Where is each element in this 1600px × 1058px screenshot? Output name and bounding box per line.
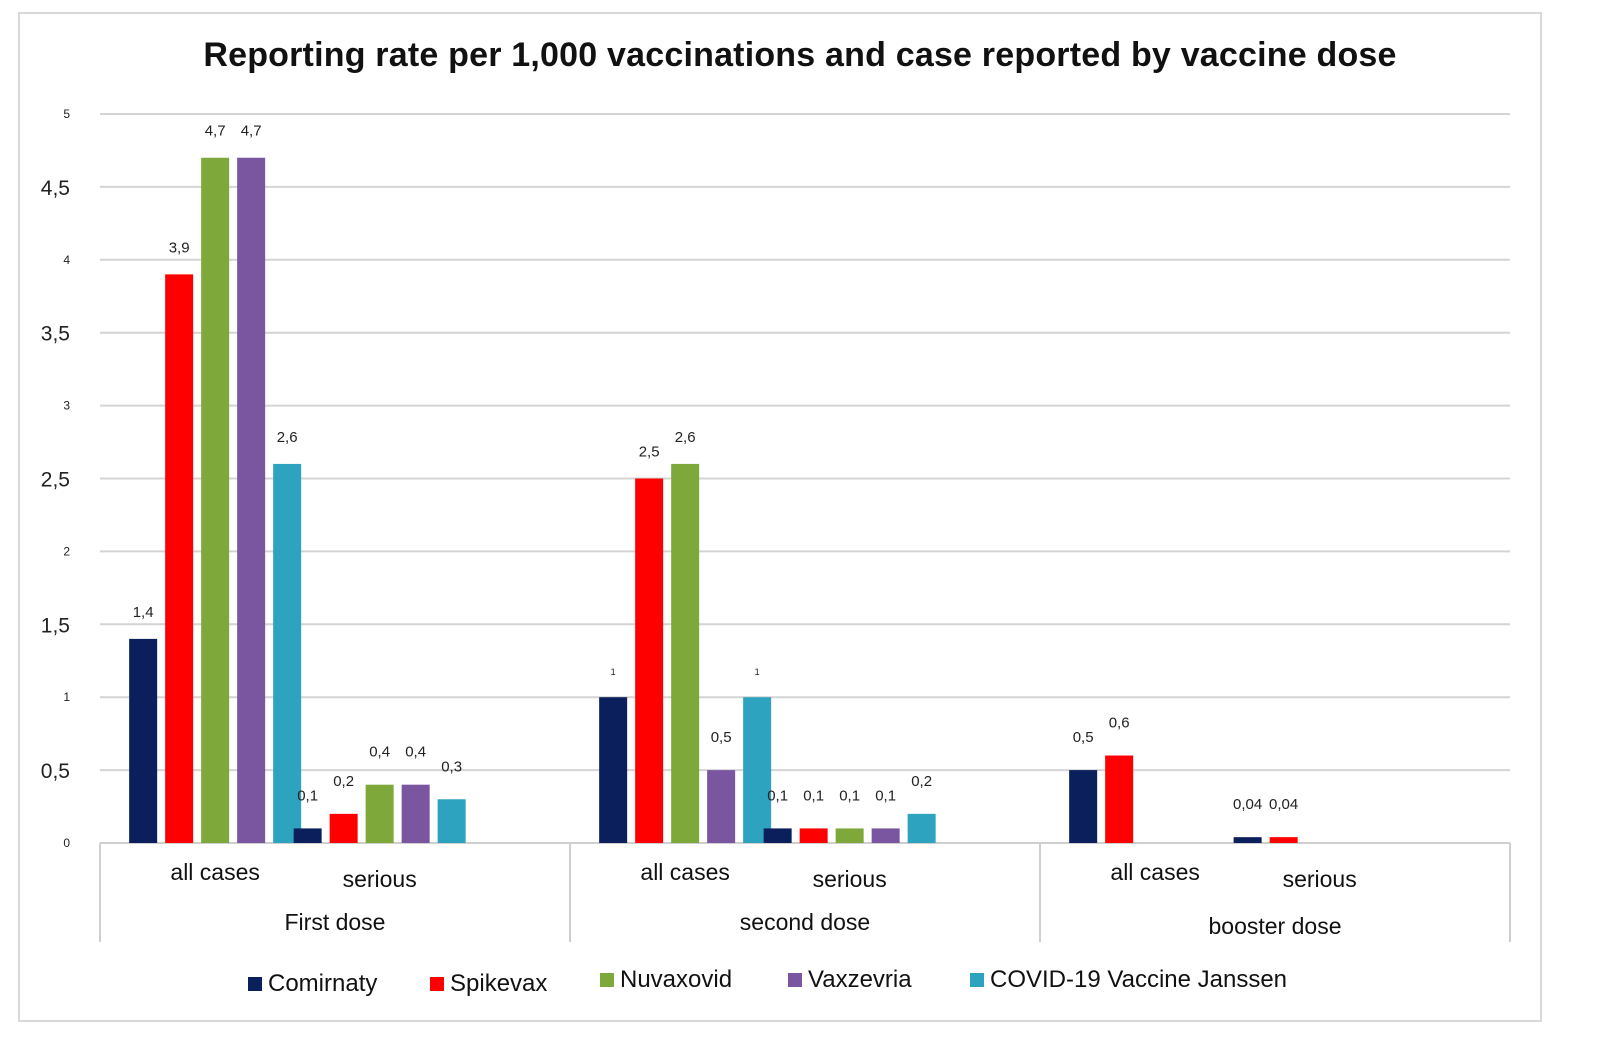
bar — [1069, 770, 1098, 843]
bar — [635, 478, 664, 843]
legend-item: Comirnaty — [248, 970, 377, 998]
bar — [273, 463, 302, 843]
bar — [707, 770, 736, 843]
y-tick-label: 0 — [63, 836, 70, 850]
data-label: 0,6 — [1109, 715, 1130, 732]
y-tick-label: 0,5 — [41, 760, 70, 783]
data-label: 0,1 — [767, 787, 788, 804]
data-label: 2,5 — [639, 444, 660, 461]
data-label: 0,4 — [405, 744, 426, 761]
data-label: 1 — [611, 667, 616, 677]
data-label: 0,1 — [839, 787, 860, 804]
bar — [401, 784, 430, 843]
bar — [165, 274, 194, 843]
legend-swatch — [970, 973, 984, 987]
data-label: 0,2 — [333, 773, 354, 790]
group-label: First dose — [285, 909, 386, 935]
data-label: 1,4 — [133, 604, 154, 621]
legend-label: Vaxzevria — [808, 966, 912, 993]
data-label: 2,6 — [675, 429, 696, 446]
bar — [437, 799, 466, 843]
bar — [799, 828, 828, 843]
y-tick-label: 5 — [63, 107, 70, 121]
bar — [365, 784, 394, 843]
data-label: 0,5 — [711, 729, 732, 746]
data-label: 4,7 — [205, 123, 226, 140]
bar — [201, 157, 230, 844]
data-label: 0,04 — [1269, 796, 1298, 813]
data-label: 0,04 — [1233, 796, 1262, 813]
y-tick-label: 1 — [63, 690, 70, 704]
bar — [237, 157, 266, 844]
y-tick-label: 2 — [63, 544, 70, 558]
data-label: 0,5 — [1073, 729, 1094, 746]
bar — [743, 697, 772, 843]
legend-label: Spikevax — [450, 970, 548, 997]
data-label: 1 — [755, 667, 760, 677]
bar — [1269, 837, 1298, 843]
legend-swatch — [600, 973, 614, 987]
data-label: 0,1 — [297, 787, 318, 804]
bar — [1233, 837, 1262, 843]
x-tick-label: all cases — [1110, 859, 1199, 885]
bar — [835, 828, 864, 843]
legend-swatch — [430, 977, 444, 991]
y-tick-label: 4,5 — [41, 177, 70, 200]
legend-item: COVID-19 Vaccine Janssen — [970, 966, 1287, 994]
y-tick-label: 3,5 — [41, 323, 70, 346]
y-tick-label: 2,5 — [41, 469, 70, 492]
bar — [763, 828, 792, 843]
y-tick-label: 1,5 — [41, 614, 70, 637]
bar — [871, 828, 900, 843]
group-label: second dose — [740, 909, 870, 935]
legend-label: Nuvaxovid — [620, 966, 733, 993]
bar — [293, 828, 322, 843]
bar — [329, 813, 358, 843]
legend-label: COVID-19 Vaccine Janssen — [990, 966, 1288, 993]
legend-swatch — [248, 977, 262, 991]
x-tick-label: serious — [813, 866, 887, 892]
data-label: 0,2 — [911, 773, 932, 790]
legend-item: Spikevax — [430, 970, 547, 998]
x-tick-label: serious — [343, 866, 417, 892]
bar — [907, 813, 936, 843]
x-tick-label: all cases — [640, 859, 729, 885]
bar — [1105, 755, 1134, 843]
bar — [129, 638, 158, 843]
chart-title: Reporting rate per 1,000 vaccinations an… — [203, 36, 1397, 74]
data-label: 0,4 — [369, 744, 390, 761]
data-label: 2,6 — [277, 429, 298, 446]
data-label: 0,1 — [803, 787, 824, 804]
legend-item: Nuvaxovid — [600, 966, 732, 994]
y-tick-label: 3 — [63, 399, 70, 413]
chart-frame — [18, 12, 1542, 1022]
legend-item: Vaxzevria — [788, 966, 912, 994]
legend-swatch — [788, 973, 802, 987]
y-tick-label: 4 — [63, 253, 70, 267]
x-tick-label: serious — [1283, 866, 1357, 892]
data-label: 0,1 — [875, 787, 896, 804]
data-label: 0,3 — [441, 758, 462, 775]
bar — [599, 697, 628, 843]
data-label: 3,9 — [169, 239, 190, 256]
legend-label: Comirnaty — [268, 970, 378, 997]
x-tick-label: all cases — [170, 859, 259, 885]
group-label: booster dose — [1209, 913, 1342, 939]
data-label: 4,7 — [241, 123, 262, 140]
bar — [671, 463, 700, 843]
